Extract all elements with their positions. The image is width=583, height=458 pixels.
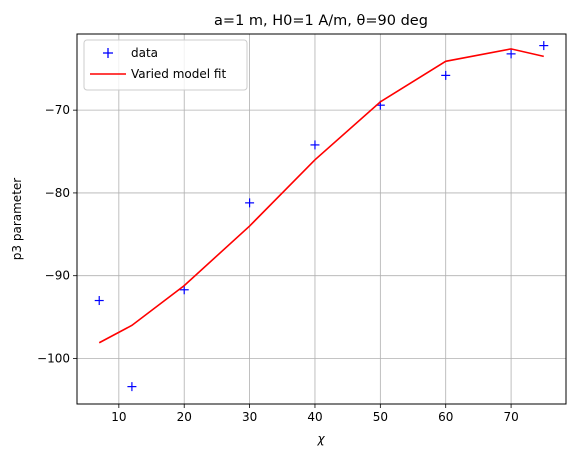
x-tick-label: 70: [503, 410, 518, 424]
y-tick-label: −100: [37, 351, 70, 365]
x-tick-label: 10: [111, 410, 126, 424]
legend-label-fit: Varied model fit: [131, 67, 226, 81]
y-tick-label: −70: [45, 103, 70, 117]
ticks: 10 20 30 40 50 60 70 −100 −90 −80 −70: [37, 103, 519, 424]
axes-frame: [76, 33, 567, 405]
fit-line: [98, 48, 544, 344]
x-tick-label: 40: [307, 410, 322, 424]
y-tick-label: −80: [45, 186, 70, 200]
data-point: [441, 70, 451, 80]
legend-box: [83, 39, 248, 91]
grid: [77, 34, 566, 404]
x-tick-label: 50: [373, 410, 388, 424]
y-axis-label: p3 parameter: [10, 178, 24, 260]
data-point: [127, 382, 137, 392]
data-point: [179, 285, 189, 295]
data-point: [310, 140, 320, 150]
data-point: [539, 41, 549, 51]
x-tick-label: 20: [177, 410, 192, 424]
y-tick-label: −90: [45, 269, 70, 283]
legend-marker-data: [103, 48, 113, 58]
data-point: [245, 198, 255, 208]
x-axis-label: χ: [316, 432, 325, 446]
x-tick-label: 30: [242, 410, 257, 424]
data-point: [506, 49, 516, 59]
chart-title: a=1 m, H0=1 A/m, θ=90 deg: [214, 13, 428, 29]
data-point: [94, 296, 104, 306]
legend-label-data: data: [131, 46, 158, 60]
legend: data Varied model fit: [83, 39, 248, 91]
x-tick-label: 60: [438, 410, 453, 424]
plot-area: [94, 41, 549, 392]
